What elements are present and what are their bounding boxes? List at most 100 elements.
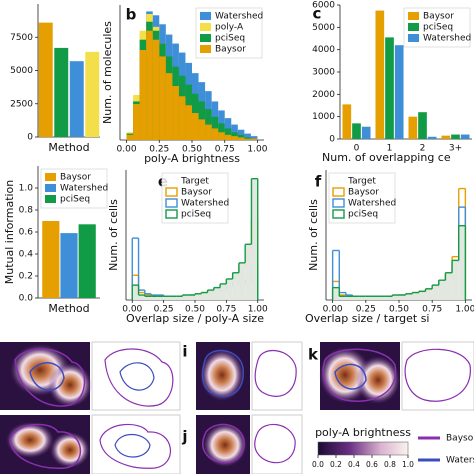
histogram-bar bbox=[224, 134, 232, 140]
histogram-fill bbox=[365, 296, 373, 300]
colorbar-tick-label: 0.2 bbox=[330, 460, 342, 469]
x-tick-label: 0.50 bbox=[185, 305, 205, 315]
bar bbox=[85, 51, 100, 137]
histogram-fill bbox=[201, 292, 208, 300]
histogram-fill bbox=[425, 288, 433, 300]
segmentation bbox=[251, 414, 303, 474]
histogram-fill bbox=[399, 295, 406, 300]
blob bbox=[356, 356, 400, 404]
contour bbox=[29, 362, 65, 391]
blob bbox=[6, 422, 54, 458]
histogram-fill bbox=[138, 295, 145, 300]
x-tick-label: 0.25 bbox=[154, 305, 174, 315]
legend-label: pciSeq bbox=[348, 210, 378, 220]
histogram-bar bbox=[126, 134, 134, 140]
legend-title: Target bbox=[180, 177, 209, 187]
y-axis-label: Num. of molecules bbox=[101, 21, 114, 124]
legend-label: pciSeq bbox=[423, 23, 453, 33]
y-tick-label: 2000 bbox=[312, 90, 335, 100]
bar bbox=[427, 136, 437, 139]
histogram-bar bbox=[218, 123, 225, 140]
histogram-fill bbox=[132, 285, 139, 300]
histogram-fill bbox=[195, 293, 202, 300]
contour bbox=[14, 348, 86, 407]
histogram-bar bbox=[139, 50, 147, 140]
histogram-fill bbox=[144, 296, 152, 300]
blob bbox=[203, 423, 247, 467]
x-tick-label: 0.25 bbox=[149, 145, 169, 155]
x-tick-label: 0.00 bbox=[117, 145, 137, 155]
legend-box bbox=[328, 172, 396, 224]
histogram-fill bbox=[352, 296, 360, 300]
x-tick-label: 0.00 bbox=[323, 305, 343, 315]
colorbar-tick-label: 1.0 bbox=[402, 460, 414, 469]
histogram-fill bbox=[418, 291, 426, 300]
x-tick-label: 0.75 bbox=[216, 305, 236, 315]
legend-swatch bbox=[200, 12, 211, 20]
contour bbox=[201, 349, 244, 397]
histogram-bar bbox=[159, 56, 166, 140]
histogram-fill bbox=[332, 287, 340, 300]
histogram-fill bbox=[207, 290, 214, 300]
y-axis-label: Num. of cells bbox=[307, 199, 320, 271]
histogram-bar bbox=[218, 132, 225, 140]
histogram-fill bbox=[245, 244, 252, 300]
y-tick-label: 0.2 bbox=[19, 272, 33, 282]
legend-swatch bbox=[408, 23, 419, 31]
histogram-bar bbox=[192, 113, 199, 140]
x-tick-label: 1.00 bbox=[455, 305, 474, 315]
bar bbox=[352, 123, 361, 139]
histogram-fill bbox=[339, 296, 346, 300]
histogram-bar bbox=[250, 138, 258, 140]
histogram-bar bbox=[205, 124, 212, 140]
bar bbox=[418, 112, 427, 139]
histogram-bar bbox=[178, 96, 186, 140]
x-tick-label: 1 bbox=[387, 144, 393, 154]
y-tick-label: 6000 bbox=[312, 1, 335, 11]
histogram-bar bbox=[198, 119, 206, 140]
histogram-fill bbox=[438, 280, 446, 300]
panel-label: f bbox=[315, 173, 322, 191]
legend-swatch bbox=[332, 198, 345, 208]
legend-swatch bbox=[165, 198, 178, 208]
histogram-fill bbox=[379, 296, 386, 300]
colorbar bbox=[317, 441, 409, 456]
x-axis-label: Method bbox=[48, 141, 89, 154]
legend-swatch bbox=[408, 12, 419, 20]
histogram-fill bbox=[432, 285, 439, 300]
bar bbox=[78, 224, 96, 298]
histogram-bar bbox=[165, 73, 173, 140]
segmentation bbox=[91, 414, 181, 474]
contour bbox=[114, 433, 151, 458]
histogram-fill bbox=[182, 295, 189, 300]
histogram-bar bbox=[172, 86, 179, 140]
histogram-fill bbox=[372, 296, 380, 300]
histogram-fill bbox=[458, 225, 466, 300]
segmentation bbox=[401, 341, 474, 411]
y-tick-label: 0 bbox=[27, 133, 33, 143]
contour bbox=[202, 423, 245, 464]
x-tick-label: 0.00 bbox=[122, 305, 142, 315]
y-tick-label: 0.0 bbox=[19, 294, 34, 304]
legend-label: pciSeq bbox=[215, 34, 245, 44]
segmentation bbox=[91, 341, 181, 411]
bar bbox=[451, 134, 460, 139]
histogram-bar bbox=[244, 138, 251, 140]
x-tick-label: 2 bbox=[420, 144, 426, 154]
contour bbox=[9, 423, 81, 469]
histogram-fill bbox=[405, 293, 413, 300]
bar bbox=[394, 45, 404, 140]
legend-label: Baysor bbox=[215, 45, 246, 55]
legend-label: pciSeq bbox=[60, 195, 90, 205]
legend-swatch bbox=[408, 34, 419, 42]
histogram-bar bbox=[231, 136, 238, 140]
y-tick-label: 1000 bbox=[312, 112, 335, 122]
y-axis-label: Num. of cells bbox=[107, 199, 120, 271]
histogram-bar bbox=[185, 105, 192, 140]
histogram-fill bbox=[213, 287, 221, 300]
histogram-bar bbox=[224, 128, 232, 140]
y-tick-label: 2500 bbox=[10, 99, 33, 109]
bar bbox=[441, 135, 451, 139]
contour bbox=[119, 362, 155, 391]
